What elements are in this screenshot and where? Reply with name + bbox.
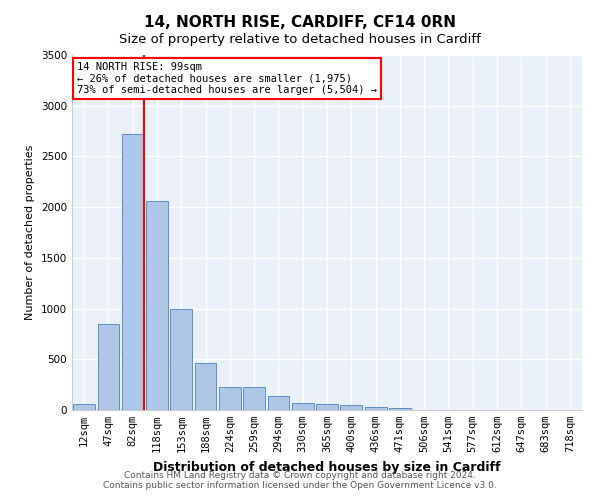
Bar — [365, 407, 386, 410]
Text: Contains HM Land Registry data © Crown copyright and database right 2024.
Contai: Contains HM Land Registry data © Crown c… — [103, 470, 497, 490]
Bar — [97, 324, 119, 410]
Bar — [292, 403, 314, 410]
Text: 14, NORTH RISE, CARDIFF, CF14 0RN: 14, NORTH RISE, CARDIFF, CF14 0RN — [144, 15, 456, 30]
Bar — [146, 201, 168, 410]
Bar — [73, 404, 95, 410]
Text: Size of property relative to detached houses in Cardiff: Size of property relative to detached ho… — [119, 32, 481, 46]
Bar — [316, 404, 338, 410]
Bar — [219, 386, 241, 410]
Y-axis label: Number of detached properties: Number of detached properties — [25, 145, 35, 320]
Bar — [170, 308, 192, 410]
Text: 14 NORTH RISE: 99sqm
← 26% of detached houses are smaller (1,975)
73% of semi-de: 14 NORTH RISE: 99sqm ← 26% of detached h… — [77, 62, 377, 96]
Bar — [243, 387, 265, 410]
Bar — [194, 364, 217, 410]
Bar — [389, 408, 411, 410]
Bar — [122, 134, 143, 410]
X-axis label: Distribution of detached houses by size in Cardiff: Distribution of detached houses by size … — [153, 460, 501, 473]
Bar — [340, 405, 362, 410]
Bar — [268, 396, 289, 410]
